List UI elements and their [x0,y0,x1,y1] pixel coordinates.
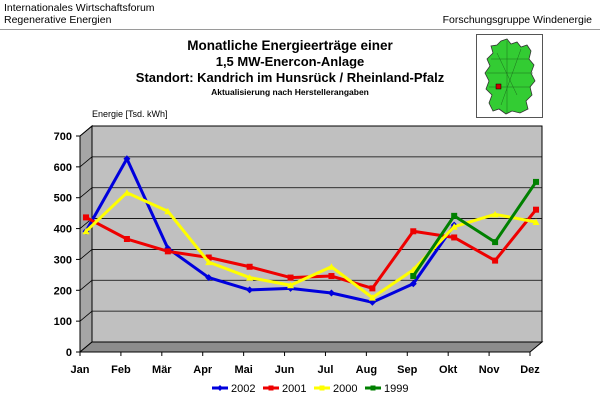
gridline-side [79,187,93,199]
y-tick-label: 200 [54,285,72,297]
data-point-2000 [287,281,295,289]
x-tick-label: Jul [318,364,334,376]
plot-back-wall [91,125,543,343]
data-point-2001 [451,234,458,241]
x-tick-label: Okt [439,364,458,376]
data-point-2002 [409,280,417,288]
series-line-1999 [412,181,538,277]
y-tick-label: 100 [54,316,72,328]
header-right: Forschungsgruppe Windenergie [442,14,592,26]
germany-map-icon [476,34,543,118]
series-line-2000 [84,191,537,300]
title-line-2: 1,5 MW-Enercon-Anlage [215,54,365,69]
data-point-2002 [246,286,254,294]
y-tick-label: 600 [54,162,72,174]
data-point-2001 [246,263,253,270]
header-divider [0,29,600,30]
data-point-2001 [123,236,130,242]
data-point-2001 [328,273,335,280]
x-tick-label: Mai [234,364,252,376]
legend-label-2000: 2000 [333,383,357,395]
data-point-2000 [532,218,540,226]
title-line-3: Standort: Kandrich im Hunsrück / Rheinla… [135,70,445,85]
gridline-side [79,156,93,168]
legend-marker-1999 [370,385,376,391]
x-tick-label: Mär [152,364,172,376]
data-point-2001 [369,285,376,292]
data-point-1999 [451,212,458,219]
data-point-2001 [287,274,294,281]
data-point-2000 [450,223,458,230]
data-point-2001 [164,248,171,255]
y-axis-label: Energie [Tsd. kWh] [92,109,168,119]
legend-marker-2001 [268,385,274,391]
title-line-1: Monatliche Energieerträge einer [187,38,393,53]
data-point-2001 [492,257,499,264]
x-tick-label: Jan [71,364,90,376]
gridline-side [79,279,93,291]
x-tick-label: Apr [193,364,213,376]
x-tick-label: Aug [356,364,377,376]
y-tick-label: 300 [54,254,72,266]
data-point-2000 [123,189,131,196]
y-tick-label: 400 [54,224,72,236]
legend-label-1999: 1999 [384,383,408,395]
data-point-2000 [368,294,376,301]
chart-title: Monatliche Energieerträge einer 1,5 MW-E… [130,38,450,98]
data-point-2001 [410,228,417,235]
header-org-subtitle: Regenerative Energien [4,14,112,26]
gridline-side [79,249,93,260]
data-point-1999 [492,239,499,246]
data-point-2002 [327,289,335,297]
x-tick-label: Sep [397,364,417,376]
y-tick-label: 0 [66,347,72,359]
x-tick-label: Dez [520,364,540,376]
data-point-1999 [533,178,539,185]
legend-marker-2000 [319,385,325,391]
data-point-2000 [164,207,172,215]
data-point-2001 [83,214,89,221]
data-point-2000 [327,263,335,270]
legend-label-2001: 2001 [282,383,306,395]
gridline-side [79,310,93,322]
legend-label-2002: 2002 [231,383,255,395]
data-point-2000 [205,258,213,266]
data-point-2000 [82,227,90,235]
data-point-2001 [533,206,539,213]
data-point-1999 [410,273,417,280]
x-tick-label: Nov [479,364,501,376]
plot-side-wall [79,124,93,354]
plot-floor [78,341,544,353]
data-point-2002 [123,155,131,163]
y-tick-label: 700 [54,131,72,143]
data-point-2000 [246,274,254,281]
header-left: Internationales Wirtschaftsforum Regener… [4,2,155,26]
header-org-name: Internationales Wirtschaftsforum [4,2,155,14]
data-point-2002 [205,274,213,282]
legend-marker-2002 [217,385,223,391]
x-tick-label: Jun [275,364,295,376]
y-tick-label: 500 [54,193,72,205]
title-line-4: Aktualisierung nach Herstellerangaben [211,87,369,97]
data-point-2001 [205,254,212,261]
gridline-side [79,125,93,137]
data-point-2000 [491,210,499,218]
x-tick-label: Feb [111,364,131,376]
